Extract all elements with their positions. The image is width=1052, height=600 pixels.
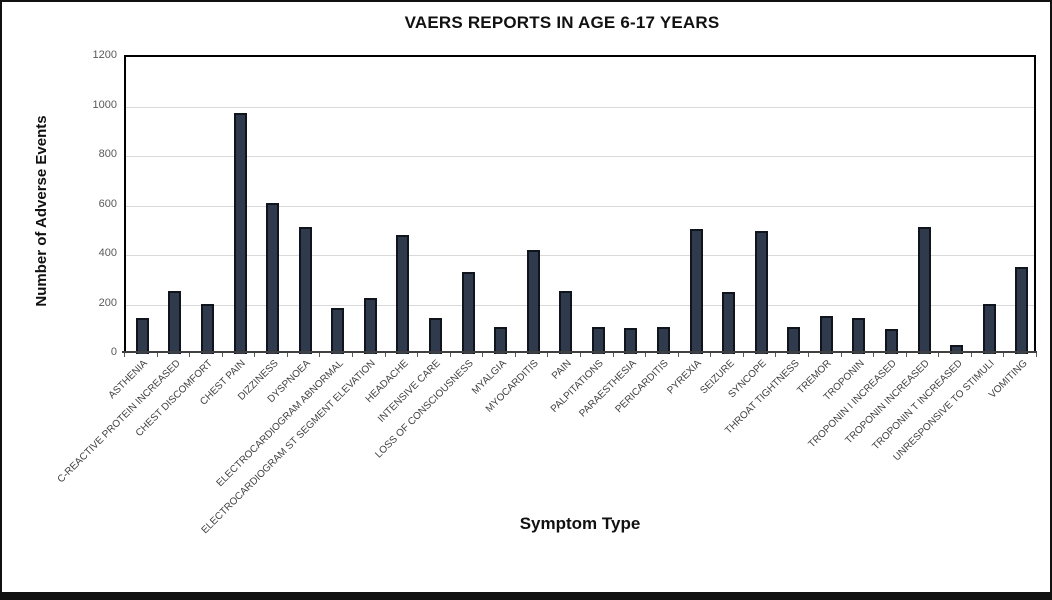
bar-myocarditis [526,250,540,354]
bar-seizure [722,292,736,354]
x-axis-tick [449,353,451,357]
x-axis-tick [970,353,972,357]
x-axis-tick [742,353,744,357]
bar-loss-of-consciousness [461,272,475,354]
y-tick-label-1200: 1200 [92,49,117,61]
gridline-1000 [126,106,1034,108]
bar-troponin-i-increased [884,329,898,354]
bar-pyrexia [689,229,703,354]
bar-asthenia [135,318,149,354]
x-axis-tick [808,353,809,357]
y-tick-label-0: 0 [110,346,117,358]
x-axis-tick [221,353,223,357]
bar-c-reactive-protein-increased [168,291,182,354]
bar-throat-tightness [787,327,801,354]
x-axis-tick [775,353,777,357]
bar-myalgia [494,327,508,354]
gridline-600 [126,205,1034,207]
bar-chest-discomfort [200,304,214,354]
x-axis-tick [156,353,158,357]
x-axis-tick [547,353,549,357]
bar-paraesthesia [624,328,638,354]
bar-troponin-increased [917,227,931,354]
x-axis-tick [482,353,484,357]
x-axis-tick [580,353,581,357]
x-axis-tick [710,353,712,357]
bar-dyspnoea [298,227,312,354]
bar-tremor [819,316,833,354]
bar-unresponsive-to-stimuli [982,304,996,354]
y-tick-label-1000: 1000 [92,98,117,111]
bar-electrocardiogram-st-segment-elevation [363,298,377,354]
y-tick-label-600: 600 [98,197,117,210]
gridline-800 [126,156,1034,157]
y-tick-label-800: 800 [98,148,117,160]
x-axis-tick [254,353,256,357]
y-tick-label-200: 200 [98,296,117,309]
y-tick-label-400: 400 [98,247,117,259]
bar-pain [559,291,573,354]
x-axis-tick [352,353,353,357]
x-axis-tick [189,353,191,357]
bar-vomiting [1015,267,1029,354]
x-axis-tick [1003,353,1005,357]
x-axis-tick [514,353,516,357]
bar-troponin [852,318,866,354]
x-axis-title: Symptom Type [519,514,641,533]
y-axis-title: Number of Adverse Events [33,115,50,307]
bar-syncope [754,231,768,354]
bar-pericarditis [656,327,670,354]
x-axis-tick [384,353,386,357]
x-axis-tick [319,353,321,357]
x-axis-tick [938,353,940,357]
bar-palpitations [591,327,605,354]
bar-intensive-care [428,318,442,354]
chart-title: VAERS REPORTS IN AGE 6-17 YEARS [404,13,720,32]
x-axis-tick [286,353,288,357]
bar-dizziness [266,203,280,354]
x-axis-tick [840,353,842,357]
bar-headache [396,235,410,354]
gridline-200 [126,304,1034,306]
bar-chest-pain [233,113,247,354]
x-axis-tick [124,353,125,357]
x-axis-line [122,351,1037,353]
x-axis-tick [873,353,875,357]
gridline-400 [126,255,1034,256]
x-axis-tick [905,353,907,357]
x-axis-tick [645,353,647,357]
x-axis-tick [1036,353,1037,357]
bar-electrocardiogram-abnormal [331,308,345,354]
x-axis-tick [677,353,679,357]
x-axis-tick [417,353,419,357]
bar-troponin-t-increased [950,345,964,354]
plot-area [124,55,1036,354]
x-axis-tick [612,353,614,357]
